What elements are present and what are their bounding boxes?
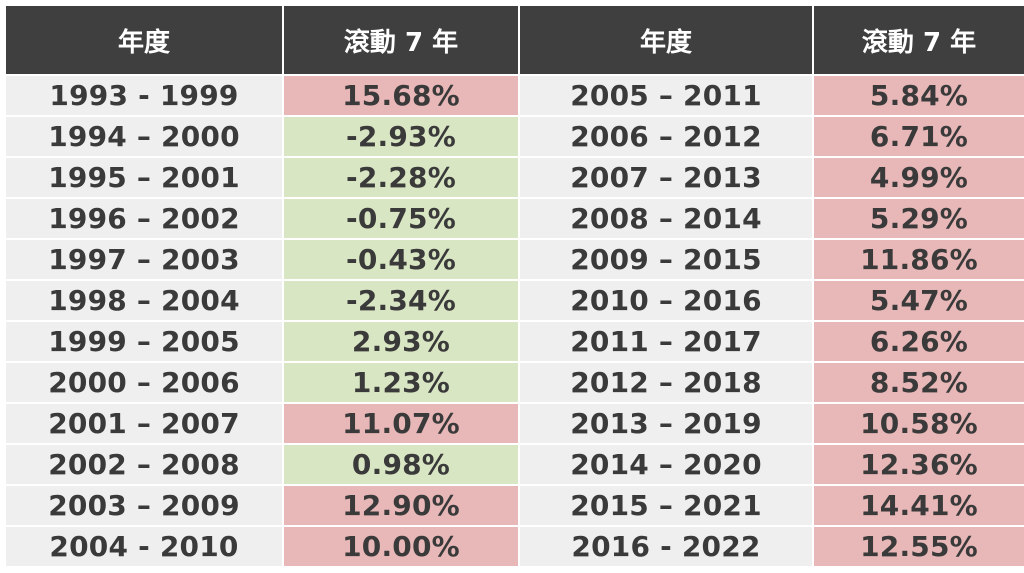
right-period-cell: 2010 – 2016 [520, 281, 812, 320]
header-rolling-right: 滾動 7 年 [814, 6, 1024, 74]
right-value-cell: 6.26% [814, 322, 1024, 361]
left-value-cell: -2.28% [284, 158, 518, 197]
header-period-left: 年度 [6, 6, 282, 74]
right-period-cell: 2009 – 2015 [520, 240, 812, 279]
right-period-cell: 2005 – 2011 [520, 76, 812, 115]
right-value-cell: 11.86% [814, 240, 1024, 279]
left-value-cell: 15.68% [284, 76, 518, 115]
left-value-cell: -0.43% [284, 240, 518, 279]
right-value-cell: 5.29% [814, 199, 1024, 238]
left-value-cell: -0.75% [284, 199, 518, 238]
left-period-cell: 1998 – 2004 [6, 281, 282, 320]
left-period-cell: 1994 – 2000 [6, 117, 282, 156]
left-value-cell: 1.23% [284, 363, 518, 402]
right-period-cell: 2011 – 2017 [520, 322, 812, 361]
right-value-cell: 6.71% [814, 117, 1024, 156]
left-period-cell: 2004 - 2010 [6, 527, 282, 566]
left-period-cell: 2002 – 2008 [6, 445, 282, 484]
left-value-cell: 11.07% [284, 404, 518, 443]
right-value-cell: 4.99% [814, 158, 1024, 197]
left-value-cell: -2.93% [284, 117, 518, 156]
left-period-cell: 1999 – 2005 [6, 322, 282, 361]
left-period-cell: 2000 – 2006 [6, 363, 282, 402]
left-period-cell: 2001 – 2007 [6, 404, 282, 443]
header-rolling-left: 滾動 7 年 [284, 6, 518, 74]
left-value-cell: 2.93% [284, 322, 518, 361]
right-value-cell: 10.58% [814, 404, 1024, 443]
right-period-cell: 2014 – 2020 [520, 445, 812, 484]
left-period-cell: 1996 – 2002 [6, 199, 282, 238]
right-value-cell: 5.47% [814, 281, 1024, 320]
right-period-cell: 2006 – 2012 [520, 117, 812, 156]
right-period-cell: 2013 – 2019 [520, 404, 812, 443]
left-value-cell: 0.98% [284, 445, 518, 484]
right-period-cell: 2016 - 2022 [520, 527, 812, 566]
header-period-right: 年度 [520, 6, 812, 74]
left-period-cell: 1993 - 1999 [6, 76, 282, 115]
left-period-cell: 1995 – 2001 [6, 158, 282, 197]
right-value-cell: 8.52% [814, 363, 1024, 402]
right-period-cell: 2012 – 2018 [520, 363, 812, 402]
right-value-cell: 5.84% [814, 76, 1024, 115]
right-period-cell: 2007 – 2013 [520, 158, 812, 197]
left-period-cell: 2003 – 2009 [6, 486, 282, 525]
left-value-cell: 12.90% [284, 486, 518, 525]
right-period-cell: 2008 – 2014 [520, 199, 812, 238]
right-value-cell: 12.55% [814, 527, 1024, 566]
left-value-cell: -2.34% [284, 281, 518, 320]
rolling-returns-table: 年度 滾動 7 年 年度 滾動 7 年 1993 - 1999 15.68% 200… [6, 6, 1024, 566]
left-period-cell: 1997 – 2003 [6, 240, 282, 279]
right-period-cell: 2015 – 2021 [520, 486, 812, 525]
right-value-cell: 12.36% [814, 445, 1024, 484]
right-value-cell: 14.41% [814, 486, 1024, 525]
left-value-cell: 10.00% [284, 527, 518, 566]
